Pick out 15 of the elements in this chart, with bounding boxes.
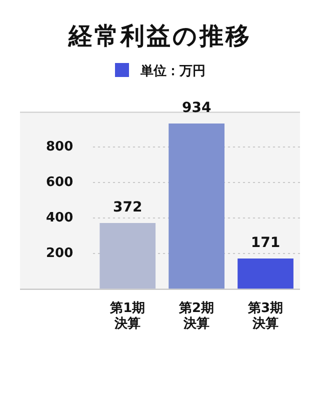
bar	[100, 222, 156, 289]
bar	[238, 258, 294, 289]
y-tick-label: 800	[46, 140, 74, 155]
bar	[168, 123, 224, 289]
y-tick-label: 600	[46, 174, 74, 190]
x-tick-label: 第3期決算	[247, 300, 284, 332]
chart-title: 経常利益の推移	[67, 21, 252, 52]
y-tick-label: 400	[46, 210, 74, 226]
x-tick-label: 第1期決算	[109, 300, 146, 332]
data-label: 372	[112, 200, 142, 216]
x-tick-label: 第2期決算	[178, 300, 214, 332]
legend-label: 単位：万円	[140, 64, 206, 79]
data-label: 934	[182, 100, 212, 116]
y-tick-label: 200	[46, 246, 74, 261]
data-label: 171	[250, 235, 280, 252]
